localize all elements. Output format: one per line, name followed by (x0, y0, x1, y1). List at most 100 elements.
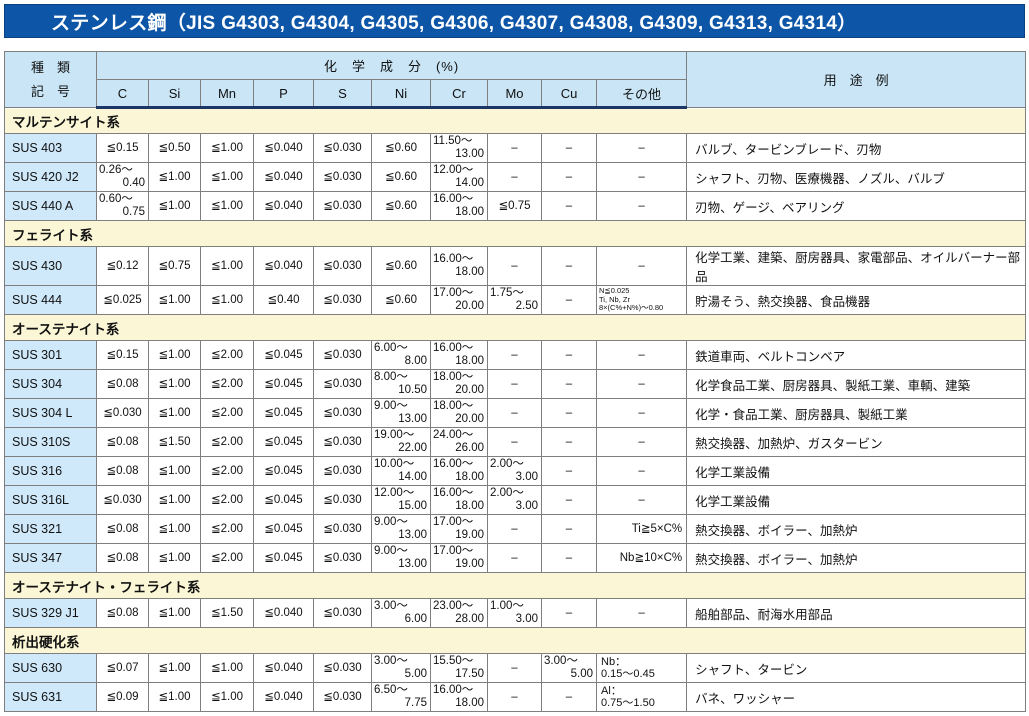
value-cell: ≦0.08 (96, 598, 149, 628)
value-line: ≦0.045 (264, 493, 303, 506)
value-cell: – (541, 246, 597, 286)
value-line: – (511, 348, 518, 361)
value-line: – (638, 464, 645, 477)
value-cell: 3.00～ 6.00 (371, 598, 431, 628)
value-line: – (565, 551, 573, 564)
value-cell: Al： 0.75～1.50 (595, 682, 688, 712)
table-row: SUS 444 ≦0.025 ≦1.00 ≦1.00 ≦0.40 ≦0.030 ≦0.60 1… (4, 285, 1027, 315)
value-line: ≦1.00 (210, 690, 244, 703)
value-cell: Nb： 0.15～0.45 (595, 653, 688, 683)
value-line: ≦0.030 (323, 293, 362, 306)
value-cell: ≦1.00 (148, 682, 201, 712)
value-line: 18.00 (455, 266, 484, 278)
value-cell: – (487, 427, 542, 457)
value-line: 13.00 (455, 148, 484, 160)
value-line: ≦0.030 (323, 551, 362, 564)
section-row: オーステナイト・フェライト系 (3, 572, 1027, 599)
table-row: SUS 440 A 0.60～ 0.75 ≦1.00 ≦1.00 ≦0.040 ≦0.030… (4, 191, 1027, 221)
value-cell: – (541, 427, 597, 457)
value-cell: 18.00～ 20.00 (430, 398, 488, 428)
table-header: 種 類 記 号 化 学 成 分 (%) 用 途 例 C Si Mn P S Ni… (4, 51, 1027, 109)
value-cell: ≦1.00 (148, 285, 201, 315)
value-cell: ≦0.75 (487, 191, 542, 221)
value-line: 16.00～ (433, 193, 474, 205)
value-cell: ≦2.00 (200, 543, 254, 573)
value-cell: 9.00～ 13.00 (371, 543, 431, 573)
value-line: ≦0.08 (106, 551, 139, 564)
value-cell: 12.00～ 15.00 (371, 485, 431, 515)
value-cell: ≦0.030 (313, 285, 372, 315)
usage-cell: 化学食品工業、厨房器具、製紙工業、車輌、建築 (686, 369, 1027, 399)
value-line: 20.00 (455, 300, 484, 312)
value-cell: 3.00～ 5.00 (371, 653, 431, 683)
col-header-element-ni: Ni (371, 79, 431, 109)
value-line: ≦0.040 (264, 690, 303, 703)
sus-code-cell: SUS 630 (4, 653, 97, 683)
value-cell: ≦1.00 (200, 191, 254, 221)
value-cell: – (541, 485, 597, 515)
usage-cell: 化学工業設備 (686, 456, 1027, 486)
value-cell: – (487, 398, 542, 428)
value-cell: ≦0.030 (313, 398, 372, 428)
value-cell: 9.00～ 13.00 (371, 398, 431, 428)
value-line: ≦2.00 (210, 406, 244, 419)
value-cell: 3.00～ 5.00 (541, 653, 597, 683)
value-line: ≦1.00 (210, 661, 244, 674)
col-header-usage-examples: 用 途 例 (686, 51, 1027, 108)
value-line: 14.00 (398, 471, 427, 483)
value-line: ≦2.00 (210, 522, 244, 535)
value-cell: ≦0.75 (148, 246, 201, 286)
value-cell: ≦0.09 (96, 682, 149, 712)
value-line: 2.00～ (490, 487, 524, 499)
value-cell: ≦0.030 (313, 340, 372, 370)
value-line: 20.00 (455, 384, 484, 396)
value-line: 14.00 (455, 177, 484, 189)
value-cell: – (541, 340, 597, 370)
value-line: – (565, 606, 573, 619)
value-cell: Ti≧5×C% (595, 514, 688, 544)
table-row: SUS 316L ≦0.030 ≦1.00 ≦2.00 ≦0.045 ≦0.030 12.0… (4, 485, 1027, 515)
col-header-element-c: C (96, 79, 149, 109)
value-line: – (511, 406, 518, 419)
value-line: – (511, 690, 518, 703)
value-line: 18.00 (455, 206, 484, 218)
value-cell: – (541, 598, 597, 628)
value-line: 19.00 (455, 529, 484, 541)
value-cell: ≦1.00 (148, 543, 201, 573)
value-cell: Nb≧10×C% (595, 543, 688, 573)
value-cell: ≦0.07 (96, 653, 149, 683)
value-line: 8.00～ (374, 371, 408, 383)
section-label: 析出硬化系 (3, 627, 1027, 654)
usage-cell: バネ、ワッシャー (686, 682, 1027, 712)
value-cell: 19.00～ 22.00 (371, 427, 431, 457)
value-line: ≦0.60 (384, 141, 418, 154)
value-line: – (511, 551, 518, 564)
value-cell: – (487, 133, 542, 163)
value-line: – (638, 377, 645, 390)
value-cell: ≦0.025 (96, 285, 149, 315)
value-line: – (565, 493, 573, 506)
usage-cell: シャフト、タービン (686, 653, 1027, 683)
value-line: 1.75～ (490, 287, 524, 299)
value-cell: ≦0.045 (253, 340, 314, 370)
value-cell: ≦0.40 (253, 285, 314, 315)
table-row: SUS 316 ≦0.08 ≦1.00 ≦2.00 ≦0.045 ≦0.030 10.00～… (4, 456, 1027, 486)
value-cell: N≦0.025 Ti, Nb, Zr 8×(C%+N%)～0.80 (595, 285, 688, 315)
value-line: ≦0.40 (267, 293, 300, 306)
value-line: 17.00～ (433, 545, 474, 557)
value-cell: 0.26～ 0.40 (96, 162, 149, 192)
usage-cell: バルブ、タービンブレード、刃物 (686, 133, 1027, 163)
value-cell: 17.00～ 20.00 (430, 285, 488, 315)
value-line: ≦0.12 (106, 259, 139, 272)
value-line: 19.00 (455, 558, 484, 570)
value-cell: – (595, 598, 688, 628)
col-header-element-mo: Mo (487, 79, 542, 109)
value-cell: ≦2.00 (200, 514, 254, 544)
value-line: ≦2.00 (210, 551, 244, 564)
value-line: ≦1.00 (158, 464, 191, 477)
value-line: 18.00～ (433, 400, 474, 412)
value-cell: 17.00～ 19.00 (430, 514, 488, 544)
value-line: 16.00～ (433, 684, 474, 696)
value-line: – (638, 606, 645, 619)
value-cell: ≦0.030 (313, 682, 372, 712)
